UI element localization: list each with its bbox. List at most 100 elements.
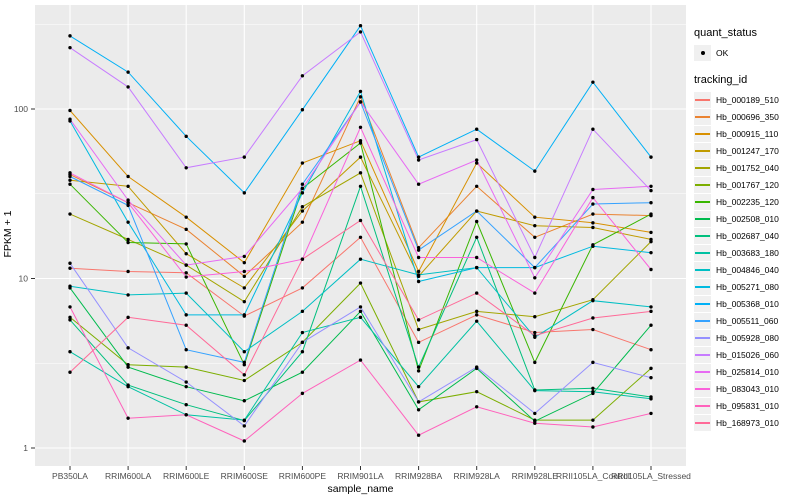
data-point — [533, 276, 537, 280]
legend-label: Hb_000696_350 — [716, 111, 779, 122]
legend-key-box — [694, 363, 711, 380]
data-point — [184, 380, 188, 384]
legend: quant_status OK tracking_id Hb_000189_51… — [694, 27, 798, 431]
data-point — [300, 191, 305, 195]
legend-key-box — [694, 227, 711, 244]
legend-label: OK — [716, 47, 729, 58]
legend-label: Hb_001247_170 — [716, 145, 779, 156]
data-point — [591, 327, 595, 332]
legend-line-swatch — [695, 353, 710, 356]
legend-key-box — [694, 44, 711, 61]
legend-line-swatch — [695, 200, 710, 203]
legend-key-box — [694, 176, 711, 193]
data-point — [68, 266, 72, 270]
data-point — [300, 309, 305, 314]
y-tick-label: 10 — [19, 273, 29, 283]
legend-line-swatch — [695, 319, 710, 322]
data-point — [68, 305, 72, 309]
data-point — [649, 212, 653, 216]
data-point — [126, 416, 130, 420]
data-point — [242, 424, 246, 428]
data-point — [242, 260, 246, 265]
legend-line-swatch — [695, 285, 710, 288]
data-point — [533, 333, 537, 338]
legend-label: Hb_005511_060 — [716, 315, 779, 326]
data-point — [300, 182, 305, 186]
x-tick-label: PB350LA — [52, 471, 88, 481]
legend-line-swatch — [695, 421, 710, 424]
data-point — [649, 184, 653, 188]
legend-label: Hb_005271_080 — [716, 281, 779, 292]
legend-label: Hb_015026_060 — [716, 349, 779, 360]
x-axis-title: sample_name — [327, 483, 394, 495]
y-tick-label: 100 — [14, 104, 28, 114]
data-point — [300, 186, 305, 191]
data-point — [300, 220, 305, 224]
data-point — [591, 298, 595, 303]
data-point — [126, 198, 130, 202]
data-point — [475, 158, 479, 162]
legend-key-box — [694, 125, 711, 142]
legend-line-swatch — [695, 115, 710, 118]
legend-key-box — [694, 329, 711, 346]
legend-item: Hb_015026_060 — [694, 346, 798, 363]
legend-line-swatch — [695, 302, 710, 305]
data-point — [416, 158, 421, 162]
data-point — [358, 235, 363, 240]
legend-line-swatch — [695, 336, 710, 339]
legend-item: Hb_000696_350 — [694, 108, 798, 125]
data-point — [649, 155, 653, 159]
legend-item: Hb_168973_010 — [694, 414, 798, 431]
data-point — [358, 257, 363, 261]
data-point — [184, 166, 188, 170]
data-point — [591, 212, 595, 216]
data-point — [358, 89, 363, 94]
data-point — [68, 108, 72, 113]
data-point — [184, 365, 188, 369]
legend-item: Hb_083043_010 — [694, 380, 798, 397]
data-point — [475, 255, 479, 260]
legend-label: Hb_095831_010 — [716, 400, 779, 411]
legend-key-box — [694, 278, 711, 295]
data-point — [533, 315, 537, 319]
legend-line-swatch — [695, 234, 710, 237]
data-point — [475, 265, 479, 270]
data-point — [184, 384, 188, 389]
data-point — [184, 323, 188, 327]
data-point — [68, 315, 72, 320]
data-point — [591, 221, 595, 225]
data-point — [416, 340, 421, 345]
data-point — [126, 315, 130, 320]
y-axis-title: FPKM + 1 — [2, 210, 14, 258]
data-point — [649, 375, 653, 380]
legend-line-swatch — [695, 217, 710, 220]
legend-label: Hb_002508_010 — [716, 213, 779, 224]
legend-label: Hb_000189_510 — [716, 94, 779, 105]
legend-key-box — [694, 193, 711, 210]
data-point — [591, 389, 595, 394]
data-point — [184, 291, 188, 295]
data-point — [649, 411, 653, 416]
data-point — [242, 418, 246, 422]
data-point — [649, 366, 653, 371]
legend-label: Hb_002687_040 — [716, 230, 779, 241]
legend-line-swatch — [695, 268, 710, 271]
data-point — [184, 403, 188, 407]
data-point — [184, 215, 188, 219]
data-point — [126, 240, 130, 245]
data-point — [300, 161, 305, 165]
data-point — [416, 279, 421, 284]
data-point — [126, 174, 130, 179]
x-tick-label: RRIM600LA — [105, 471, 152, 481]
x-tick-label: RRIM901LA — [337, 471, 384, 481]
data-point — [475, 209, 479, 213]
data-point — [126, 184, 130, 188]
data-point — [300, 330, 305, 335]
data-point — [126, 220, 130, 224]
data-point — [533, 291, 537, 295]
data-point — [591, 386, 595, 391]
legend-item: Hb_000189_510 — [694, 91, 798, 108]
data-point — [242, 269, 246, 274]
data-point — [475, 127, 479, 131]
legend-line-swatch — [695, 132, 710, 135]
